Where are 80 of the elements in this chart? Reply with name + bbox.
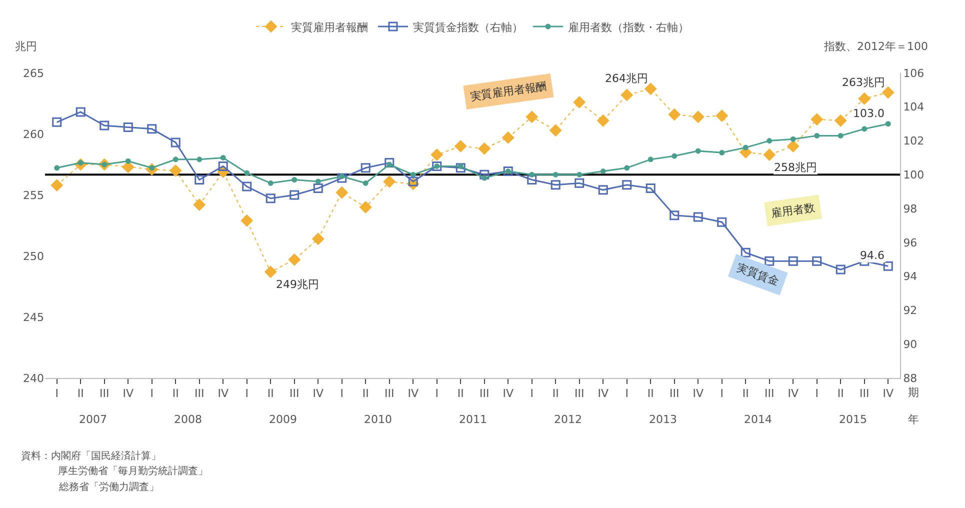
y-tick-label: 240	[23, 372, 44, 385]
y-tick-label: 250	[23, 250, 44, 263]
text: 2007	[79, 413, 107, 426]
x-tick-label: III	[384, 387, 394, 400]
x-tick-label: III	[290, 387, 300, 400]
x-tick-label: IV	[882, 387, 894, 400]
x-tick-label: I	[815, 387, 819, 400]
x-tick-label: II	[457, 387, 464, 400]
x-tick-label: I	[435, 387, 439, 400]
annotation: 実質雇用者報酬	[469, 80, 548, 104]
y2-tick-label: 102	[903, 134, 924, 148]
x-tick-label: IV	[122, 387, 134, 400]
x-tick-label: IV	[598, 387, 609, 400]
x-tick-label: IV	[788, 387, 799, 400]
y2-axis-title: 指数、2012年＝100	[823, 40, 928, 53]
text: 2015	[839, 413, 867, 426]
annotation: 雇用者数	[770, 201, 816, 220]
x-tick-label: IV	[312, 387, 324, 400]
x-tick-label: III	[480, 387, 490, 400]
text: 2013	[649, 413, 677, 426]
y2-tick-label: 88	[903, 372, 918, 385]
text: 2014	[744, 413, 772, 426]
x-tick-label: II	[552, 387, 559, 400]
legend-label: 実質雇用者報酬	[291, 20, 368, 34]
x-tick-label: II	[742, 387, 749, 400]
x-tick-label: I	[55, 387, 59, 400]
x-tick-label: III	[574, 387, 584, 400]
text: 厚生労働省「毎月勤労統計調査」	[58, 465, 208, 477]
x-tick-label: II	[267, 387, 274, 400]
x-tick-label: IV	[502, 387, 514, 400]
y2-tick-label: 98	[903, 202, 918, 216]
legend-label: 雇用者数（指数・右軸）	[568, 20, 689, 34]
text: 2008	[174, 413, 202, 426]
x-tick-label: III	[860, 387, 870, 400]
data-label: 263兆円	[842, 76, 885, 89]
x-tick-label: III	[100, 387, 110, 400]
x-tick-label: IV	[218, 387, 229, 400]
y2-tick-label: 94	[903, 270, 918, 284]
y2-tick-label: 92	[903, 304, 918, 318]
y2-tick-label: 106	[903, 66, 924, 80]
x-tick-label: I	[720, 387, 724, 400]
text: 2011	[459, 413, 487, 426]
x-tick-label: II	[77, 387, 84, 400]
legend-label: 実質賃金指数（右軸）	[413, 20, 523, 34]
annotation: 実質賃金	[735, 261, 781, 288]
x-tick-label: I	[625, 387, 629, 400]
text: 2012	[554, 413, 582, 426]
x-tick-label: I	[150, 387, 154, 400]
data-label: 94.6	[860, 249, 884, 262]
data-label: 249兆円	[276, 278, 319, 291]
x-tick-label: II	[837, 387, 844, 400]
x-tick-label: I	[245, 387, 249, 400]
y-tick-label: 245	[23, 310, 44, 324]
text: 2009	[269, 413, 297, 426]
y-tick-label: 255	[23, 188, 44, 202]
data-label: 103.0	[853, 107, 884, 120]
text: 2010	[364, 413, 392, 426]
text: 年	[908, 413, 919, 426]
y-tick-label: 265	[23, 66, 44, 80]
y2-tick-label: 90	[903, 338, 918, 351]
x-tick-label: II	[172, 387, 179, 400]
x-tick-label: III	[670, 387, 680, 400]
x-tick-label: IV	[692, 387, 704, 400]
data-label: 264兆円	[605, 72, 648, 85]
text: 資料：内閣府「国民経済計算」	[21, 450, 161, 462]
x-tick-label: III	[194, 387, 204, 400]
y-axis-title: 兆円	[15, 40, 37, 53]
x-axis-title: 期	[908, 386, 919, 399]
x-tick-label: II	[362, 387, 369, 400]
x-tick-label: I	[530, 387, 534, 400]
text: 総務省「労働力調査」	[58, 481, 159, 493]
y2-tick-label: 104	[903, 100, 924, 114]
x-tick-label: I	[340, 387, 344, 400]
x-tick-label: II	[647, 387, 654, 400]
x-tick-label: IV	[408, 387, 419, 400]
x-tick-label: III	[764, 387, 774, 400]
y-tick-label: 260	[23, 128, 44, 141]
y2-tick-label: 100	[903, 168, 924, 182]
y2-tick-label: 96	[903, 236, 918, 250]
data-label: 258兆円	[774, 161, 817, 174]
